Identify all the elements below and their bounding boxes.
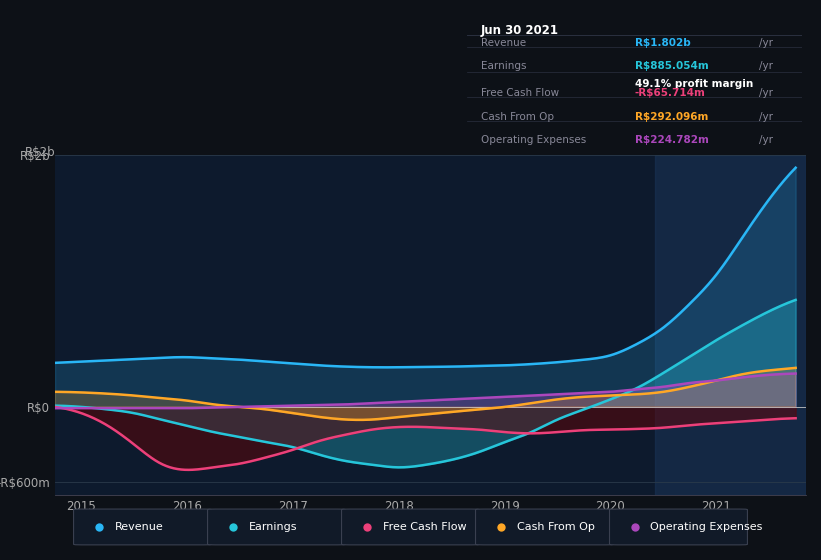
- Text: Cash From Op: Cash From Op: [516, 522, 594, 532]
- Text: Revenue: Revenue: [115, 522, 163, 532]
- Text: R$885.054m: R$885.054m: [635, 62, 709, 72]
- Text: /yr: /yr: [759, 136, 773, 146]
- Text: Operating Expenses: Operating Expenses: [650, 522, 763, 532]
- Text: Earnings: Earnings: [249, 522, 297, 532]
- Text: Operating Expenses: Operating Expenses: [480, 136, 586, 146]
- FancyBboxPatch shape: [208, 509, 346, 545]
- Text: /yr: /yr: [759, 112, 773, 122]
- Text: R$224.782m: R$224.782m: [635, 136, 709, 146]
- FancyBboxPatch shape: [475, 509, 613, 545]
- Text: Revenue: Revenue: [480, 38, 525, 48]
- Text: R$292.096m: R$292.096m: [635, 112, 708, 122]
- Text: Cash From Op: Cash From Op: [480, 112, 553, 122]
- Text: Free Cash Flow: Free Cash Flow: [480, 88, 558, 98]
- FancyBboxPatch shape: [74, 509, 212, 545]
- Text: 49.1% profit margin: 49.1% profit margin: [635, 79, 753, 89]
- Text: -R$65.714m: -R$65.714m: [635, 88, 705, 98]
- Text: Jun 30 2021: Jun 30 2021: [480, 25, 558, 38]
- FancyBboxPatch shape: [609, 509, 747, 545]
- Text: Earnings: Earnings: [480, 62, 526, 72]
- Text: Free Cash Flow: Free Cash Flow: [383, 522, 466, 532]
- Bar: [655, 155, 806, 495]
- FancyBboxPatch shape: [342, 509, 479, 545]
- Text: /yr: /yr: [759, 62, 773, 72]
- Text: R$1.802b: R$1.802b: [635, 38, 690, 48]
- Text: /yr: /yr: [759, 88, 773, 98]
- Text: R$2b: R$2b: [25, 146, 55, 158]
- Text: /yr: /yr: [759, 38, 773, 48]
